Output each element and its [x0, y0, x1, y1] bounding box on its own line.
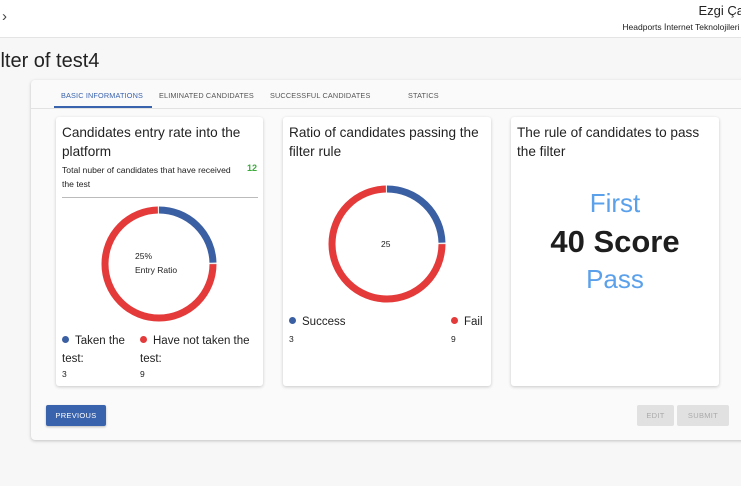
submit-button[interactable]: SUBMIT [677, 405, 729, 426]
received-test-count: 12 [246, 163, 257, 173]
pass-ratio-donut [328, 185, 446, 303]
donut-segment-taken [101, 206, 217, 322]
legend-value-taken: 3 [62, 369, 67, 379]
card-title: Ratio of candidates passing the filter r… [289, 125, 479, 159]
pass-rule-card: The rule of candidates to pass the filte… [511, 117, 719, 386]
legend-label: Success [302, 316, 346, 328]
received-test-label: Total nuber of candidates that have rece… [62, 165, 231, 189]
tab-statics[interactable]: STATICS [408, 91, 439, 100]
card-title: Candidates entry rate into the platform [62, 125, 241, 159]
tab-basic-informations[interactable]: BASIC INFORMATIONS [61, 91, 144, 100]
legend-label: Taken the test: [62, 335, 125, 365]
legend-label: Fail [464, 316, 483, 328]
legend-item-not-taken: Have not taken the test: [140, 332, 262, 368]
top-bar: › Ezgi Ça Headports İnternet Teknolojile… [0, 0, 741, 38]
red-dot-icon [140, 336, 147, 343]
active-tab-indicator [54, 106, 152, 108]
donut-segment-fail [328, 185, 446, 303]
blue-dot-icon [62, 336, 69, 343]
legend-value-fail: 9 [451, 334, 456, 344]
card-title: The rule of candidates to pass the filte… [517, 125, 700, 159]
blue-dot-icon [289, 317, 296, 324]
legend-value-success: 3 [289, 334, 294, 344]
legend-item-success: Success [289, 313, 345, 331]
donut-segment-success [328, 185, 446, 303]
entry-ratio-label: Entry Ratio [135, 265, 178, 275]
pass-ratio-center-value: 25 [381, 239, 391, 249]
user-company: Headports İnternet Teknolojileri A [622, 22, 741, 32]
donut-segment-not-taken [101, 206, 217, 322]
chevron-right-icon[interactable]: › [2, 8, 7, 25]
pass-ratio-card: Ratio of candidates passing the filter r… [283, 117, 491, 386]
user-name[interactable]: Ezgi Ça [698, 3, 741, 18]
legend-label: Have not taken the test: [140, 335, 250, 365]
tab-eliminated-candidates[interactable]: ELIMINATED CANDIDATES [159, 91, 254, 100]
edit-button[interactable]: EDIT [637, 405, 674, 426]
previous-button[interactable]: PREVIOUS [46, 405, 106, 426]
page-title: ilter of test4 [0, 50, 100, 72]
tab-bar: BASIC INFORMATIONS ELIMINATED CANDIDATES… [31, 80, 741, 109]
rule-line-score: 40 Score [550, 224, 680, 259]
entry-ratio-donut [101, 206, 217, 322]
rule-line-first: First [589, 188, 641, 218]
legend-item-taken: Taken the test: [62, 332, 137, 368]
legend-value-not-taken: 9 [140, 369, 145, 379]
tab-successful-candidates[interactable]: SUCCESSFUL CANDIDATES [270, 91, 371, 100]
filter-panel: BASIC INFORMATIONS ELIMINATED CANDIDATES… [31, 80, 741, 440]
entry-rate-card: Candidates entry rate into the platform … [56, 117, 263, 386]
divider [62, 197, 258, 198]
rule-line-pass: Pass [586, 264, 644, 294]
legend-item-fail: Fail [451, 313, 483, 331]
red-dot-icon [451, 317, 458, 324]
entry-ratio-percent: 25% [135, 251, 153, 261]
